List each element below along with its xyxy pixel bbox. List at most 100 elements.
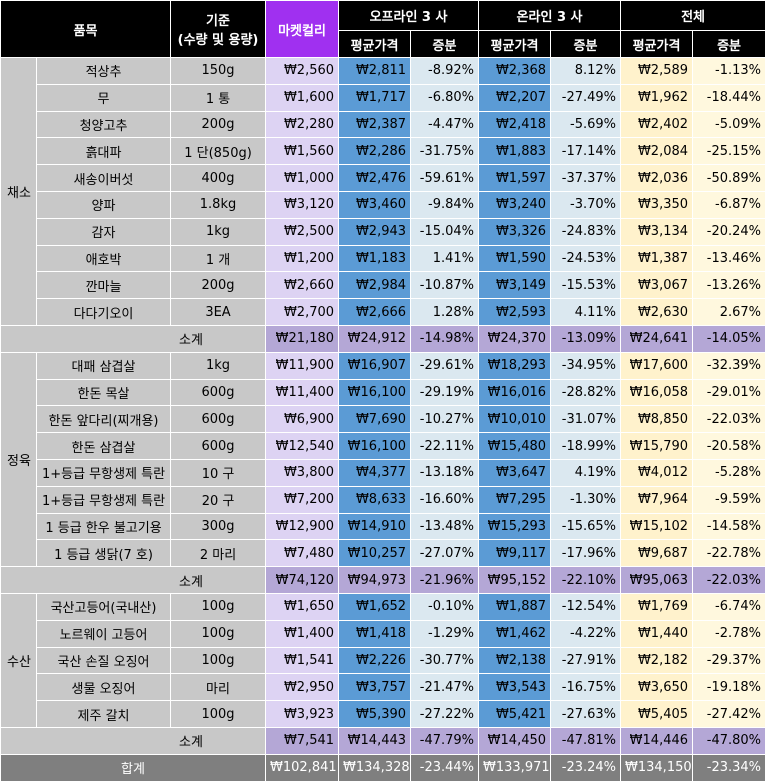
basis: 600g <box>170 405 267 434</box>
all-avg: ₩1,962 <box>620 83 694 112</box>
all-avg: ₩2,084 <box>620 137 694 166</box>
header-sub: 증분 <box>410 30 480 58</box>
subtotal-value: ₩95,152 <box>478 566 552 594</box>
all-diff: -13.26% <box>692 271 765 300</box>
offline-avg: ₩7,690 <box>338 405 412 434</box>
item-name: 한돈 앞다리(찌개용) <box>35 405 172 434</box>
basis: 100g <box>170 646 267 675</box>
offline-avg: ₩1,183 <box>338 244 412 273</box>
all-diff: -14.58% <box>692 512 765 541</box>
item-name: 국산고등어(국내산) <box>35 592 172 621</box>
online-avg: ₩1,590 <box>478 244 552 273</box>
offline-diff: -8.92% <box>410 57 480 85</box>
subtotal-value: -22.03% <box>692 566 765 594</box>
subtotal-value: ₩24,370 <box>478 324 552 353</box>
all-avg: ₩7,964 <box>620 485 694 514</box>
all-avg: ₩1,769 <box>620 592 694 621</box>
all-avg: ₩2,402 <box>620 110 694 139</box>
subtotal-value: -22.10% <box>550 566 622 594</box>
offline-diff: 1.41% <box>410 244 480 273</box>
header-basis-line: 기준 <box>206 14 230 29</box>
kurly-price: ₩1,650 <box>265 592 340 621</box>
total-value: ₩134,150 <box>620 753 694 782</box>
offline-avg: ₩2,811 <box>338 57 412 85</box>
row: 깐마늘 200g ₩2,660 ₩2,984 -10.87% ₩3,149 -15.53% ₩… <box>1 271 765 300</box>
online-diff: -24.53% <box>550 244 622 273</box>
kurly-price: ₩1,560 <box>265 137 340 166</box>
offline-avg: ₩5,390 <box>338 700 412 728</box>
offline-diff: -16.60% <box>410 485 480 514</box>
online-avg: ₩5,421 <box>478 700 552 728</box>
item-name: 1+등급 무항생제 특란 <box>35 485 172 514</box>
category: 채소 <box>0 57 37 326</box>
all-avg: ₩3,350 <box>620 190 694 219</box>
basis: 1kg <box>170 217 267 246</box>
kurly-price: ₩1,400 <box>265 619 340 648</box>
all-diff: -20.58% <box>692 432 765 460</box>
subtotal-label: 소계 <box>0 324 267 353</box>
header-online: 온라인 3 사 <box>478 0 622 31</box>
kurly-price: ₩11,400 <box>265 378 340 407</box>
header-offline: 오프라인 3 사 <box>338 0 480 31</box>
basis: 2 마리 <box>170 539 267 568</box>
offline-diff: -4.47% <box>410 110 480 139</box>
header-sub: 평균가격 <box>338 30 412 58</box>
total-value: ₩102,841 <box>265 753 340 782</box>
online-diff: -27.91% <box>550 646 622 675</box>
online-diff: -3.70% <box>550 190 622 219</box>
online-avg: ₩3,647 <box>478 458 552 487</box>
offline-avg: ₩2,226 <box>338 646 412 675</box>
online-avg: ₩1,462 <box>478 619 552 648</box>
basis: 600g <box>170 432 267 460</box>
offline-diff: -27.22% <box>410 700 480 728</box>
total-row: 합계 ₩102,841 ₩134,328 -23.44% ₩133,971 -23.24%… <box>0 753 765 782</box>
header-basis: 기준 (수량 및 용량) <box>170 0 267 58</box>
row: 제주 갈치 100g ₩3,923 ₩5,390 -27.22% ₩5,421 -27.63… <box>1 700 765 728</box>
online-diff: -27.49% <box>550 83 622 112</box>
offline-avg: ₩2,984 <box>338 271 412 300</box>
basis: 마리 <box>170 673 267 702</box>
all-diff: 2.67% <box>692 298 765 326</box>
subtotal-row: 소계 ₩74,120 ₩94,973 -21.96% ₩95,152 -22.10% ₩95… <box>0 566 765 594</box>
item-name: 국산 손질 오징어 <box>35 646 172 675</box>
subtotal-value: -13.09% <box>550 324 622 353</box>
row: 1+등급 무항생제 특란 10 구 ₩3,800 ₩4,377 -13.18% ₩3,64… <box>1 458 765 487</box>
kurly-price: ₩2,700 <box>265 298 340 326</box>
kurly-price: ₩1,200 <box>265 244 340 273</box>
all-diff: -22.03% <box>692 405 765 434</box>
online-avg: ₩2,368 <box>478 57 552 85</box>
online-avg: ₩3,326 <box>478 217 552 246</box>
item-name: 한돈 삼겹살 <box>35 432 172 460</box>
item-name: 1+등급 무항생제 특란 <box>35 458 172 487</box>
online-avg: ₩2,593 <box>478 298 552 326</box>
table-body: 채소 적상추 150g ₩2,560 ₩2,811 -8.92% ₩2,368 8.12% ₩2… <box>0 57 765 782</box>
all-diff: -2.78% <box>692 619 765 648</box>
basis: 1 단(850g) <box>170 137 267 166</box>
online-avg: ₩7,295 <box>478 485 552 514</box>
offline-diff: 1.28% <box>410 298 480 326</box>
online-avg: ₩2,138 <box>478 646 552 675</box>
row: 애호박 1 개 ₩1,200 ₩1,183 1.41% ₩1,590 -24.53% ₩1,3… <box>1 244 765 273</box>
offline-diff: -13.18% <box>410 458 480 487</box>
subtotal-row: 소계 ₩7,541 ₩14,443 -47.79% ₩14,450 -47.81% ₩14,… <box>0 726 765 755</box>
online-diff: -15.65% <box>550 512 622 541</box>
online-avg: ₩15,480 <box>478 432 552 460</box>
online-avg: ₩16,016 <box>478 378 552 407</box>
header-sub: 평균가격 <box>478 30 552 58</box>
online-diff: -16.75% <box>550 673 622 702</box>
all-diff: -29.01% <box>692 378 765 407</box>
basis: 1kg <box>170 351 267 380</box>
kurly-price: ₩2,500 <box>265 217 340 246</box>
kurly-price: ₩12,540 <box>265 432 340 460</box>
kurly-price: ₩2,950 <box>265 673 340 702</box>
basis: 1 개 <box>170 244 267 273</box>
item-name: 한돈 목살 <box>35 378 172 407</box>
row: 양파 1.8kg ₩3,120 ₩3,460 -9.84% ₩3,240 -3.70% ₩3,… <box>1 190 765 219</box>
item-name: 무 <box>35 83 172 112</box>
all-diff: -50.89% <box>692 164 765 192</box>
online-avg: ₩1,883 <box>478 137 552 166</box>
offline-avg: ₩2,476 <box>338 164 412 192</box>
